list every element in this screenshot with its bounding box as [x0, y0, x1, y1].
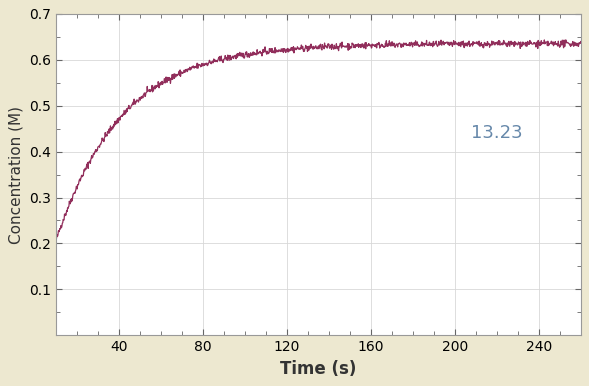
X-axis label: Time (s): Time (s) — [280, 360, 356, 378]
Y-axis label: Concentration (M): Concentration (M) — [8, 105, 24, 244]
Text: 13.23: 13.23 — [471, 124, 522, 142]
